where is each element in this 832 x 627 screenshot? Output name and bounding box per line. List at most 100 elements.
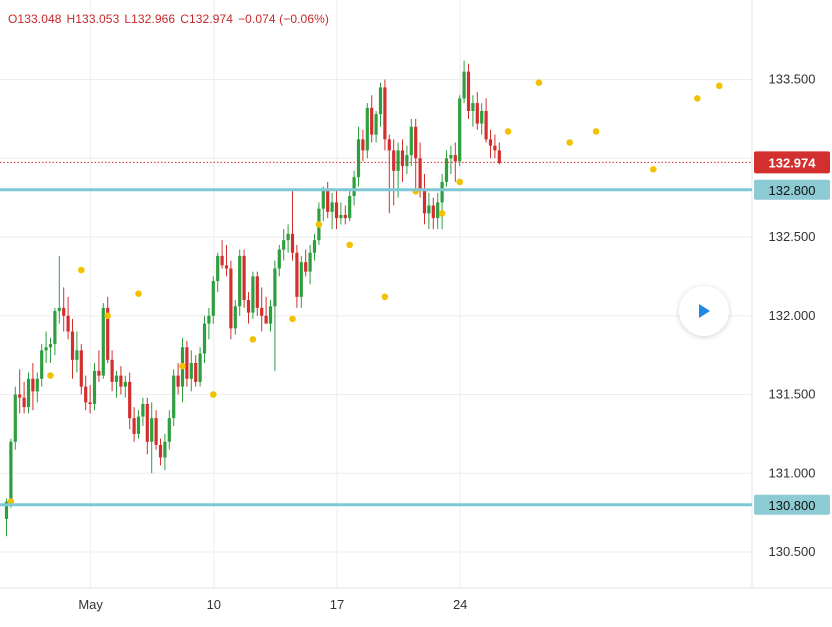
candle-body-up	[458, 98, 462, 162]
signal-marker	[179, 362, 186, 370]
candle-body-up	[352, 177, 356, 197]
signal-marker	[135, 290, 142, 298]
candle-body-up	[40, 350, 44, 379]
candle-body-up	[101, 307, 105, 376]
candle-body-up	[321, 189, 325, 209]
candle-body-down	[453, 155, 457, 162]
candle-body-down	[31, 378, 35, 392]
level-badge-label: 132.800	[769, 183, 816, 198]
candle-body-down	[431, 205, 435, 219]
candle-body-down	[290, 233, 295, 253]
candle-body-up	[123, 381, 127, 387]
last-price-label: 132.974	[769, 155, 817, 170]
candle-body-up	[136, 416, 141, 434]
candle-body-up	[233, 306, 237, 329]
candle-body-down	[484, 111, 488, 140]
candle-body-down	[128, 381, 132, 419]
candle-body-down	[18, 394, 22, 398]
candle-body-up	[462, 71, 466, 99]
candle-body-up	[427, 205, 431, 214]
candle-body-up	[268, 306, 273, 324]
signal-marker	[381, 293, 389, 301]
candle-body-down	[79, 350, 83, 387]
legend-close: C132.974	[180, 12, 234, 26]
signal-marker	[716, 82, 723, 90]
y-tick-label: 133.500	[769, 72, 816, 87]
signal-marker	[47, 372, 54, 379]
candle-body-up	[35, 378, 39, 392]
candle-body-down	[400, 150, 405, 167]
candle-body-up	[286, 233, 290, 241]
candle-body-up	[13, 394, 17, 442]
signal-marker	[210, 391, 217, 398]
candle-body-up	[277, 249, 281, 269]
level-badge-label: 130.800	[769, 498, 816, 513]
candle-body-up	[348, 196, 352, 219]
candle-body-down	[242, 255, 246, 300]
x-tick-label: 17	[330, 597, 344, 612]
candle-body-up	[44, 347, 48, 351]
candle-body-up	[409, 126, 413, 156]
level-badge	[754, 494, 830, 515]
candle-body-down	[361, 139, 365, 151]
candle-body-up	[480, 111, 484, 124]
candle-body-down	[66, 315, 70, 332]
candle-body-up	[378, 87, 383, 115]
signal-marker	[456, 178, 464, 186]
candle-body-up	[440, 181, 444, 203]
candle-body-up	[114, 375, 119, 382]
candle-body-down	[229, 268, 233, 329]
x-tick-label: May	[78, 597, 103, 612]
y-tick-label: 132.000	[769, 308, 816, 323]
candle-body-up	[374, 114, 378, 135]
signal-marker	[650, 165, 657, 173]
candle-body-up	[4, 501, 9, 519]
candle-body-down	[414, 126, 418, 159]
candle-body-up	[26, 378, 31, 408]
candle-body-up	[172, 375, 176, 419]
candle-body-down	[488, 139, 493, 146]
candle-body-down	[418, 158, 422, 190]
candle-body-up	[282, 240, 286, 250]
candle-body-up	[202, 323, 207, 354]
candle-body-up	[53, 311, 57, 345]
legend-high: H133.053	[66, 12, 120, 26]
candle-body-up	[189, 363, 193, 379]
candle-body-up	[57, 307, 61, 312]
candle-body-up	[356, 139, 361, 178]
candle-body-down	[260, 307, 264, 316]
candle-body-down	[475, 103, 479, 124]
candle-body-down	[422, 189, 427, 214]
signal-marker	[104, 312, 111, 320]
candle-body-up	[141, 403, 145, 417]
candle-body-down	[97, 370, 101, 376]
candle-body-down	[466, 71, 471, 111]
signal-marker	[592, 128, 600, 135]
legend-change: −0.074 (−0.06%)	[238, 12, 329, 26]
signal-marker	[289, 315, 296, 323]
candle-body-down	[255, 276, 259, 308]
candle-body-up	[167, 418, 171, 442]
candle-body-down	[194, 363, 198, 382]
candle-body-down	[246, 300, 251, 313]
candle-body-down	[224, 265, 229, 269]
candle-body-down	[326, 189, 330, 212]
candle-body-up	[9, 441, 13, 502]
candle-body-up	[207, 315, 211, 324]
candle-body-down	[176, 375, 180, 387]
candle-body-up	[150, 418, 154, 442]
ohlc-legend: O133.048 H133.053 L132.966 C132.974 −0.074 (…	[8, 12, 334, 26]
candle-body-down	[22, 397, 26, 408]
x-tick-label: 10	[207, 597, 221, 612]
play-button[interactable]	[679, 286, 729, 336]
candle-body-up	[48, 344, 53, 348]
candle-body-down	[158, 444, 163, 458]
last-price-badge	[754, 151, 830, 174]
candle-body-up	[396, 150, 400, 171]
signal-marker	[78, 266, 85, 274]
y-tick-label: 132.500	[769, 229, 816, 244]
candle-body-up	[308, 252, 312, 272]
candle-body-up	[198, 353, 202, 382]
